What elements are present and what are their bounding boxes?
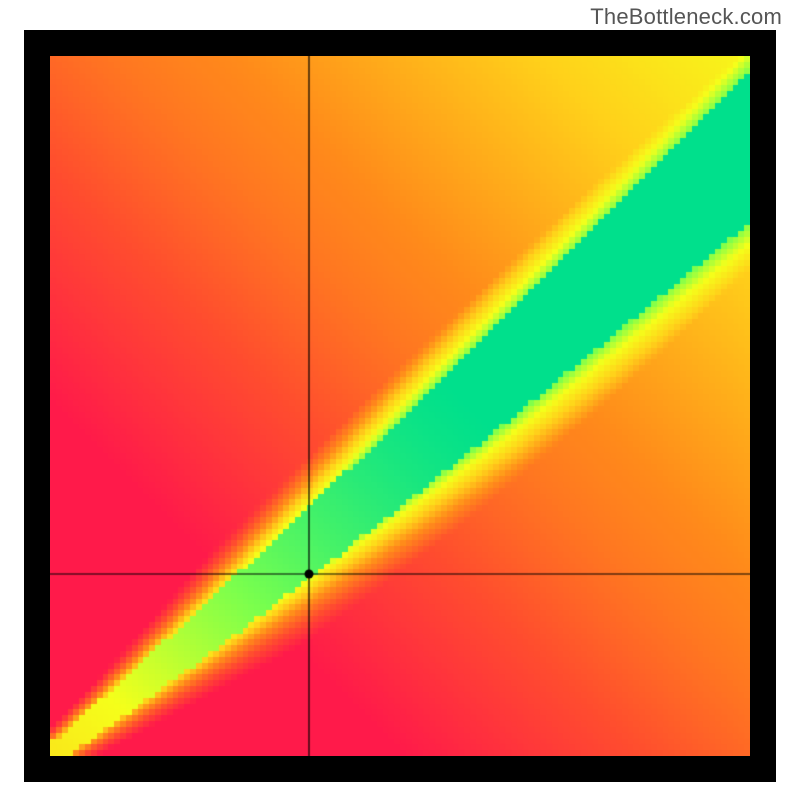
chart-frame xyxy=(24,30,776,782)
bottleneck-heatmap xyxy=(50,56,750,756)
watermark-label: TheBottleneck.com xyxy=(590,4,782,30)
chart-container: TheBottleneck.com xyxy=(0,0,800,800)
